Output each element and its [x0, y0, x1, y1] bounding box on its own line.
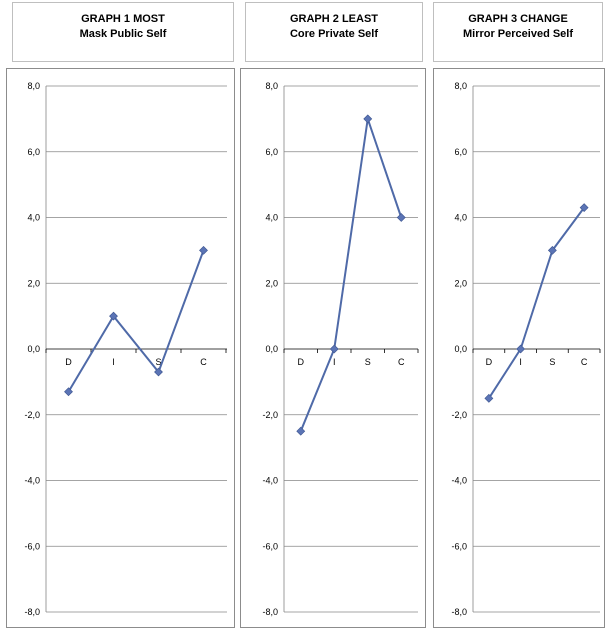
x-tick-label: I [112, 357, 115, 367]
data-point-marker [154, 367, 163, 377]
graph-2-title-box: GRAPH 2 LEAST Core Private Self [245, 2, 423, 62]
graph-2-title-line2: Core Private Self [289, 28, 379, 40]
graph-3-chart: 8,0 6,0 4,0 2,0 0,0 -2,0 -4,0 -6,0 -8,0 D I S C [451, 81, 601, 617]
graph-1-title-box: GRAPH 1 MOST Mask Public Self [12, 2, 234, 62]
data-point-marker [199, 245, 208, 255]
graph-3-panel: 8,0 6,0 4,0 2,0 0,0 -2,0 -4,0 -6,0 -8,0 D I S C [433, 68, 605, 628]
graph-1-title-line2: Mask Public Self [79, 28, 167, 40]
y-tick-label: -8,0 [262, 607, 278, 617]
y-tick-label: -2,0 [24, 410, 40, 420]
data-point-marker [579, 203, 589, 213]
data-point-marker [484, 393, 494, 403]
graph-3-title-line2: Mirror Perceived Self [462, 28, 574, 40]
y-tick-label: 8,0 [27, 81, 40, 91]
y-tick-label: 6,0 [265, 147, 278, 157]
y-tick-label: -8,0 [24, 607, 40, 617]
data-point-marker [329, 344, 339, 354]
y-tick-label: -8,0 [451, 607, 467, 617]
graph-3-title-box: GRAPH 3 CHANGE Mirror Perceived Self [433, 2, 603, 62]
x-tick-label: C [581, 357, 588, 367]
data-point-marker [396, 213, 406, 222]
y-tick-label: -4,0 [24, 476, 40, 486]
y-tick-label: 4,0 [27, 213, 40, 223]
y-tick-label: -4,0 [451, 476, 467, 486]
y-tick-label: 2,0 [27, 278, 40, 288]
graph-2-chart: 8,0 6,0 4,0 2,0 0,0 -2,0 -4,0 -6,0 -8,0 D I S C [262, 81, 419, 617]
x-tick-label: I [333, 357, 336, 367]
graph-2-title-line1: GRAPH 2 LEAST [289, 13, 378, 25]
x-tick-label: D [298, 357, 305, 367]
y-tick-label: 0,0 [454, 344, 467, 354]
x-tick-label: C [200, 357, 207, 367]
data-point-marker [547, 245, 557, 255]
y-tick-label: 6,0 [27, 147, 40, 157]
data-point-marker [363, 114, 373, 124]
y-tick-label: 0,0 [27, 344, 40, 354]
x-tick-label: I [519, 357, 522, 367]
y-tick-label: 2,0 [454, 278, 467, 288]
graph-1-chart: 8,0 6,0 4,0 2,0 0,0 -2,0 -4,0 -6,0 -8,0 D I S C [24, 81, 227, 617]
y-tick-label: 2,0 [265, 278, 278, 288]
y-tick-label: -4,0 [262, 476, 278, 486]
y-tick-label: 6,0 [454, 147, 467, 157]
graph-2-panel: 8,0 6,0 4,0 2,0 0,0 -2,0 -4,0 -6,0 -8,0 D I S C [240, 68, 426, 628]
y-tick-label: 4,0 [265, 213, 278, 223]
series-line [299, 118, 403, 432]
x-tick-label: D [65, 357, 72, 367]
x-tick-label: S [365, 357, 371, 367]
data-point-marker [109, 311, 118, 321]
y-tick-label: -2,0 [451, 410, 467, 420]
x-tick-label: S [549, 357, 555, 367]
x-tick-label: C [398, 357, 405, 367]
series-line [488, 207, 585, 399]
y-tick-label: 4,0 [454, 213, 467, 223]
graph-1-panel: 8,0 6,0 4,0 2,0 0,0 -2,0 -4,0 -6,0 -8,0 D I S C [6, 68, 235, 628]
x-tick-label: D [486, 357, 493, 367]
series-line [67, 250, 205, 393]
y-tick-label: -2,0 [262, 410, 278, 420]
y-tick-label: 8,0 [265, 81, 278, 91]
y-tick-label: 0,0 [265, 344, 278, 354]
y-tick-label: -6,0 [24, 541, 40, 551]
graph-3-title-line1: GRAPH 3 CHANGE [468, 13, 568, 25]
y-tick-label: -6,0 [262, 541, 278, 551]
data-point-marker [296, 426, 306, 436]
data-point-marker [516, 344, 526, 354]
y-tick-label: 8,0 [454, 81, 467, 91]
y-tick-label: -6,0 [451, 541, 467, 551]
x-tick-label: S [155, 357, 161, 367]
graph-1-title-line1: GRAPH 1 MOST [81, 13, 165, 25]
data-point-marker [64, 387, 73, 397]
